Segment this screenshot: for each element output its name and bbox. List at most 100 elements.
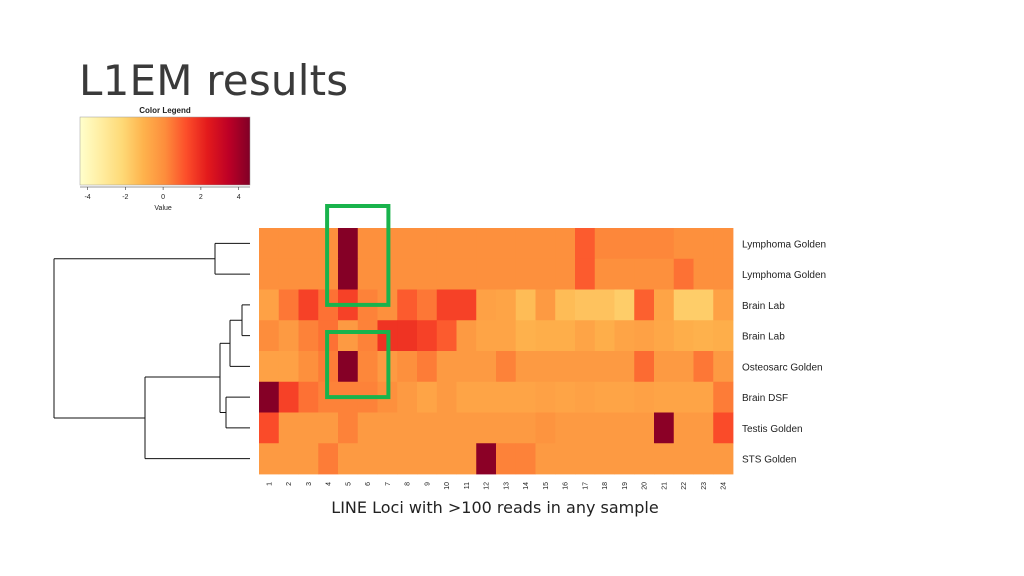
heatmap-cell	[693, 258, 714, 290]
column-label: 7	[385, 482, 392, 486]
heatmap-cell	[417, 351, 438, 383]
heatmap-cell	[713, 443, 734, 475]
heatmap-cell	[338, 351, 359, 383]
row-label: Lymphoma Golden	[742, 239, 826, 250]
heatmap-cell	[693, 412, 714, 444]
column-label: 12	[484, 482, 491, 490]
heatmap-cell	[397, 381, 418, 413]
heatmap-cell	[654, 381, 675, 413]
column-label: 3	[306, 482, 313, 486]
heatmap-cell	[693, 351, 714, 383]
heatmap-cell	[535, 258, 556, 290]
heatmap-cell	[496, 289, 517, 321]
heatmap-cell	[575, 228, 596, 260]
heatmap-cell	[456, 443, 477, 475]
column-label: 15	[543, 482, 550, 490]
heatmap-cell	[515, 228, 536, 260]
heatmap-cell	[555, 228, 576, 260]
heatmap-cell	[673, 351, 694, 383]
heatmap-cell	[515, 320, 536, 352]
heatmap-cell	[496, 351, 517, 383]
heatmap-cell	[693, 228, 714, 260]
heatmap-cell	[357, 228, 378, 260]
heatmap-cell	[515, 443, 536, 475]
column-label: 14	[523, 482, 530, 490]
heatmap-cell	[693, 443, 714, 475]
heatmap-cell	[614, 289, 635, 321]
heatmap-cell	[278, 289, 299, 321]
highlight-box	[325, 330, 391, 400]
heatmap-cell	[614, 412, 635, 444]
heatmap-cell	[594, 412, 615, 444]
heatmap-cell	[575, 320, 596, 352]
heatmap-cell	[535, 320, 556, 352]
heatmap-cell	[535, 443, 556, 475]
heatmap-cell	[594, 443, 615, 475]
column-label: 4	[326, 482, 333, 486]
heatmap-cell	[456, 351, 477, 383]
color-legend: Color Legend -4 -2 0 2 4 Value	[79, 106, 251, 212]
heatmap-cell	[614, 320, 635, 352]
column-label: 9	[424, 482, 431, 486]
heatmap-cell	[476, 258, 497, 290]
heatmap-cell	[713, 351, 734, 383]
highlight-boxes	[325, 204, 391, 400]
heatmap-cells	[259, 228, 734, 475]
heatmap-cell	[713, 258, 734, 290]
heatmap-cell	[259, 320, 280, 352]
heatmap-cell	[673, 289, 694, 321]
heatmap-cell	[259, 381, 280, 413]
heatmap-cell	[575, 443, 596, 475]
heatmap-cell	[555, 443, 576, 475]
heatmap-cell	[535, 228, 556, 260]
highlight-box	[325, 204, 391, 307]
column-label: 23	[701, 482, 708, 490]
heatmap-cell	[298, 258, 319, 290]
heatmap-cell	[634, 258, 655, 290]
heatmap-cell	[456, 412, 477, 444]
heatmap-cell	[278, 412, 299, 444]
heatmap-cell	[693, 289, 714, 321]
heatmap-cell	[555, 320, 576, 352]
heatmap-cell	[476, 443, 497, 475]
heatmap-cell	[436, 381, 457, 413]
column-label: 22	[681, 482, 688, 490]
heatmap-cell	[476, 289, 497, 321]
heatmap-cell	[555, 381, 576, 413]
heatmap-cell	[673, 443, 694, 475]
heatmap-cell	[397, 443, 418, 475]
x-axis-caption: LINE Loci with >100 reads in any sample	[331, 498, 659, 517]
heatmap-cell	[575, 381, 596, 413]
heatmap-cell	[555, 258, 576, 290]
heatmap-cell	[634, 320, 655, 352]
heatmap-cell	[614, 443, 635, 475]
heatmap-cell	[476, 412, 497, 444]
heatmap-cell	[594, 228, 615, 260]
heatmap-cell	[673, 320, 694, 352]
heatmap-cell	[436, 289, 457, 321]
column-label: 18	[602, 482, 609, 490]
column-label: 17	[582, 482, 589, 490]
heatmap-cell	[357, 320, 378, 352]
heatmap-cell	[397, 289, 418, 321]
heatmap-cell	[436, 412, 457, 444]
heatmap-cell	[278, 351, 299, 383]
heatmap-cell	[535, 351, 556, 383]
heatmap-cell	[259, 289, 280, 321]
heatmap-cell	[397, 351, 418, 383]
legend-tick-label: 0	[161, 194, 165, 201]
heatmap-cell	[575, 412, 596, 444]
heatmap-cell	[278, 381, 299, 413]
heatmap-cell	[298, 228, 319, 260]
slide-title: L1EM results	[79, 56, 349, 105]
heatmap-cell	[397, 320, 418, 352]
row-label: Testis Golden	[742, 424, 803, 435]
row-label: Osteosarc Golden	[742, 362, 823, 373]
heatmap-cell	[515, 258, 536, 290]
heatmap-cell	[713, 289, 734, 321]
dendrogram	[53, 242, 250, 460]
column-label: 13	[503, 482, 510, 490]
heatmap-cell	[515, 381, 536, 413]
heatmap-cell	[436, 228, 457, 260]
